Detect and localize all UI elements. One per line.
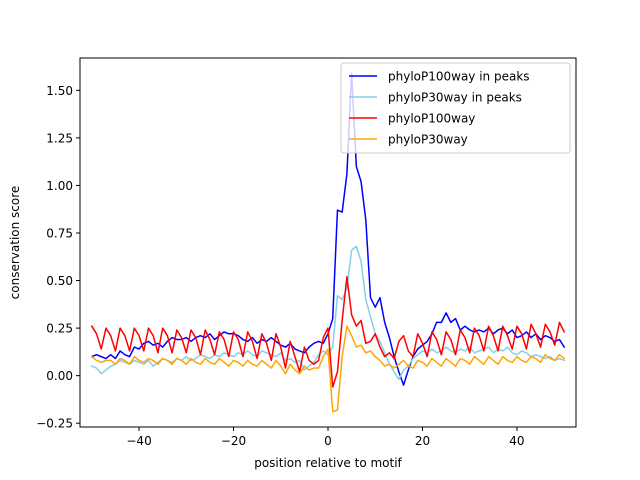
y-tick-label: 0.75 xyxy=(46,226,73,240)
legend-label: phyloP100way xyxy=(388,112,475,126)
x-tick-label: 20 xyxy=(415,434,430,448)
y-tick-label: 1.50 xyxy=(46,84,73,98)
x-tick-label: −40 xyxy=(126,434,151,448)
series-line-phylop30way xyxy=(90,325,566,413)
legend: phyloP100way in peaks phyloP30way in peak… xyxy=(340,62,571,154)
series-layer xyxy=(90,72,566,413)
y-tick-label: 0.00 xyxy=(46,369,73,383)
x-tick-label: 40 xyxy=(509,434,524,448)
x-tick-label: −20 xyxy=(221,434,246,448)
y-tick-label: −0.25 xyxy=(36,417,73,431)
y-tick-label: 1.00 xyxy=(46,179,73,193)
x-axis-label: position relative to motif xyxy=(254,456,402,470)
legend-label: phyloP30way in peaks xyxy=(388,91,522,105)
x-axis: −40 −20 0 20 40 xyxy=(126,427,525,448)
plot-frame xyxy=(79,57,577,428)
y-axis: −0.25 0.00 0.25 0.50 0.75 1.00 1.25 1.50 xyxy=(36,84,80,431)
legend-box xyxy=(340,62,571,154)
y-tick-label: 0.50 xyxy=(46,274,73,288)
legend-label: phyloP100way in peaks xyxy=(388,70,530,84)
series-line-phylop100way xyxy=(90,275,566,388)
x-tick-label: 0 xyxy=(324,434,332,448)
legend-label: phyloP30way xyxy=(388,133,468,147)
y-axis-label: conservation score xyxy=(8,186,22,300)
y-tick-label: 0.25 xyxy=(46,322,73,336)
y-tick-label: 1.25 xyxy=(46,131,73,145)
